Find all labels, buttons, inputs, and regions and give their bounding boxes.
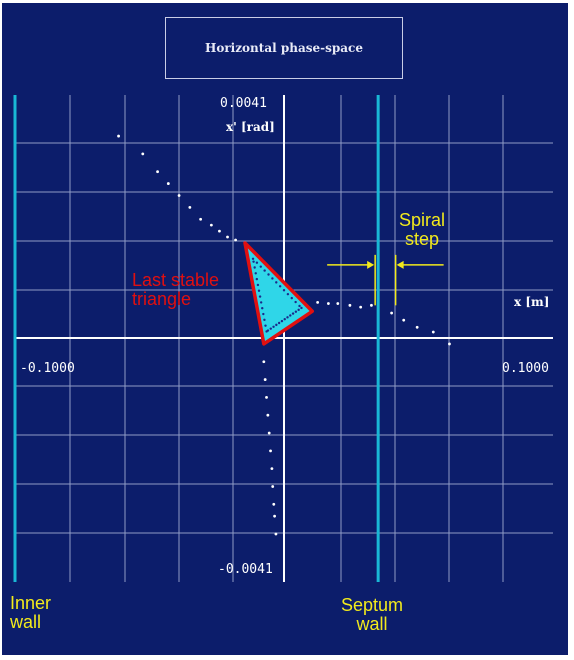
stable-orbit-point (259, 301, 263, 304)
stable-orbit-point (253, 266, 256, 269)
stable-orbit-point (267, 273, 270, 276)
separatrix-point (431, 330, 435, 334)
stable-orbit-point (263, 269, 266, 272)
separatrix-point (348, 303, 352, 307)
y-max-tick-label: 0.0041 (220, 96, 267, 111)
stable-orbit-point (282, 289, 286, 292)
separatrix-point (262, 360, 266, 364)
chart-title: Horizontal phase-space (165, 17, 403, 79)
separatrix-point (271, 485, 275, 488)
inner-wall-label: Inner wall (10, 593, 52, 632)
separatrix-point (336, 302, 340, 305)
separatrix-point (177, 194, 181, 197)
x-min-tick-label: -0.1000 (20, 361, 75, 376)
separatrix-point (263, 378, 267, 381)
stable-orbit-point (255, 261, 259, 264)
stable-orbit-point (291, 312, 295, 315)
separatrix-point (156, 170, 159, 174)
separatrix-point (448, 342, 451, 346)
separatrix-point (267, 431, 271, 435)
separatrix-point (218, 229, 221, 233)
stable-orbit-point (297, 308, 300, 312)
stable-orbit-point (275, 323, 278, 327)
separatrix-point (274, 532, 278, 536)
stable-orbit-point (256, 283, 260, 287)
spiral-step-arrowhead-right (396, 260, 404, 269)
stable-orbit-point (264, 324, 267, 327)
separatrix-point (188, 205, 192, 209)
stable-orbit-point (280, 319, 284, 323)
stable-orbit-point (262, 312, 265, 316)
separatrix-point (326, 302, 330, 305)
spiral-step-label: Spiral step (398, 210, 446, 249)
stable-orbit-point (277, 321, 281, 325)
stable-orbit-point (261, 307, 264, 310)
y-axis-label: x' [rad] (226, 120, 275, 134)
y-min-tick-label: -0.0041 (218, 562, 273, 577)
stable-orbit-point (263, 318, 266, 322)
separatrix-point (141, 152, 145, 156)
stable-orbit-point (289, 314, 292, 317)
separatrix-point (390, 311, 393, 315)
stable-orbit-point (257, 289, 261, 292)
separatrix-point (209, 223, 213, 227)
separatrix-point (273, 514, 276, 518)
stable-orbit-point (265, 330, 268, 333)
stable-orbit-point (294, 300, 297, 304)
separatrix-point (270, 467, 274, 471)
stable-orbit-point (275, 281, 278, 284)
separatrix-point (199, 217, 203, 221)
stable-orbit-point (259, 265, 262, 268)
x-max-tick-label: 0.1000 (502, 361, 549, 376)
stable-orbit-point (278, 285, 282, 288)
stable-orbit-point (251, 257, 255, 260)
stable-orbit-point (286, 292, 290, 296)
stable-orbit-point (255, 277, 259, 281)
stable-orbit-point (271, 277, 274, 280)
separatrix-point (266, 413, 270, 417)
last-stable-triangle (243, 241, 314, 346)
separatrix-point (269, 449, 272, 453)
septum-wall-label: Septum wall (340, 595, 404, 634)
stable-orbit-point (258, 295, 262, 298)
separatrix-point (402, 318, 406, 322)
stable-orbit-point (286, 316, 289, 319)
separatrix-point (316, 300, 320, 304)
stable-orbit-point (298, 304, 301, 308)
separatrix-point (415, 325, 419, 329)
stable-orbit-point (290, 296, 293, 300)
x-axis-label: x [m] (514, 295, 550, 309)
separatrix-point (370, 303, 373, 307)
stable-orbit-point (283, 318, 286, 321)
stable-orbit-point (300, 306, 303, 310)
separatrix-point (265, 395, 268, 399)
stable-orbit-point (294, 310, 298, 313)
stable-orbit-point (252, 260, 255, 263)
stable-orbit-point (269, 327, 272, 330)
separatrix-point (226, 235, 229, 239)
stable-orbit-point (254, 272, 257, 275)
separatrix-point (359, 305, 363, 309)
stable-orbit-point (272, 325, 275, 328)
spiral-step-arrowhead-left (367, 260, 375, 269)
last-stable-triangle-label: Last stable triangle (132, 270, 220, 309)
separatrix-point (272, 502, 276, 506)
separatrix-point (117, 134, 120, 138)
separatrix-point (166, 182, 170, 185)
separatrix-point (234, 238, 237, 242)
